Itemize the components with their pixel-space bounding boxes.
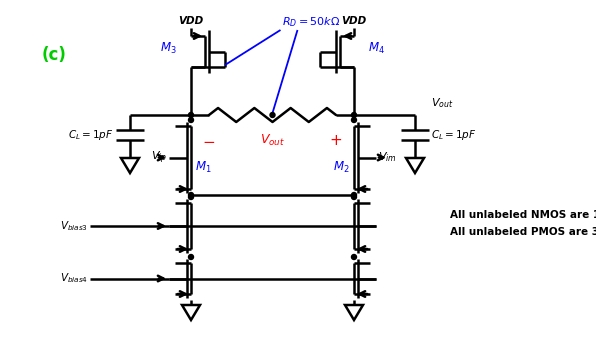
Circle shape	[188, 255, 194, 260]
Circle shape	[188, 193, 194, 198]
Polygon shape	[406, 158, 424, 173]
Text: (c): (c)	[42, 46, 67, 64]
Text: All unlabeled PMOS are 30/2: All unlabeled PMOS are 30/2	[450, 227, 596, 237]
Text: $V_{ip}$: $V_{ip}$	[151, 149, 167, 166]
Text: VDD: VDD	[342, 16, 367, 26]
Circle shape	[352, 193, 356, 198]
Text: $V_{im}$: $V_{im}$	[378, 151, 397, 164]
Text: $V_{out}$: $V_{out}$	[431, 96, 454, 110]
Circle shape	[188, 112, 194, 117]
Text: $M_1$: $M_1$	[195, 160, 212, 175]
Text: $V_{out}$: $V_{out}$	[260, 133, 285, 148]
Circle shape	[188, 117, 194, 122]
Text: All unlabeled NMOS are 10/2: All unlabeled NMOS are 10/2	[450, 210, 596, 220]
Text: $M_4$: $M_4$	[368, 41, 385, 56]
Polygon shape	[182, 305, 200, 320]
Circle shape	[352, 194, 356, 199]
Circle shape	[352, 117, 356, 122]
Text: $C_L=1pF$: $C_L=1pF$	[431, 128, 477, 142]
Polygon shape	[345, 305, 363, 320]
Text: $R_D=50k\Omega$: $R_D=50k\Omega$	[283, 15, 341, 29]
Text: $V_{bias3}$: $V_{bias3}$	[60, 219, 88, 233]
Text: $C_L=1pF$: $C_L=1pF$	[69, 128, 114, 142]
Circle shape	[270, 112, 275, 117]
Text: $M_2$: $M_2$	[333, 160, 350, 175]
Polygon shape	[121, 158, 139, 173]
Circle shape	[188, 194, 194, 199]
Text: $V_{bias4}$: $V_{bias4}$	[60, 272, 88, 286]
Circle shape	[352, 112, 356, 117]
Text: $M_3$: $M_3$	[160, 41, 177, 56]
Circle shape	[352, 255, 356, 260]
Text: $-$: $-$	[203, 133, 216, 148]
Text: $+$: $+$	[330, 133, 343, 148]
Text: VDD: VDD	[178, 16, 204, 26]
